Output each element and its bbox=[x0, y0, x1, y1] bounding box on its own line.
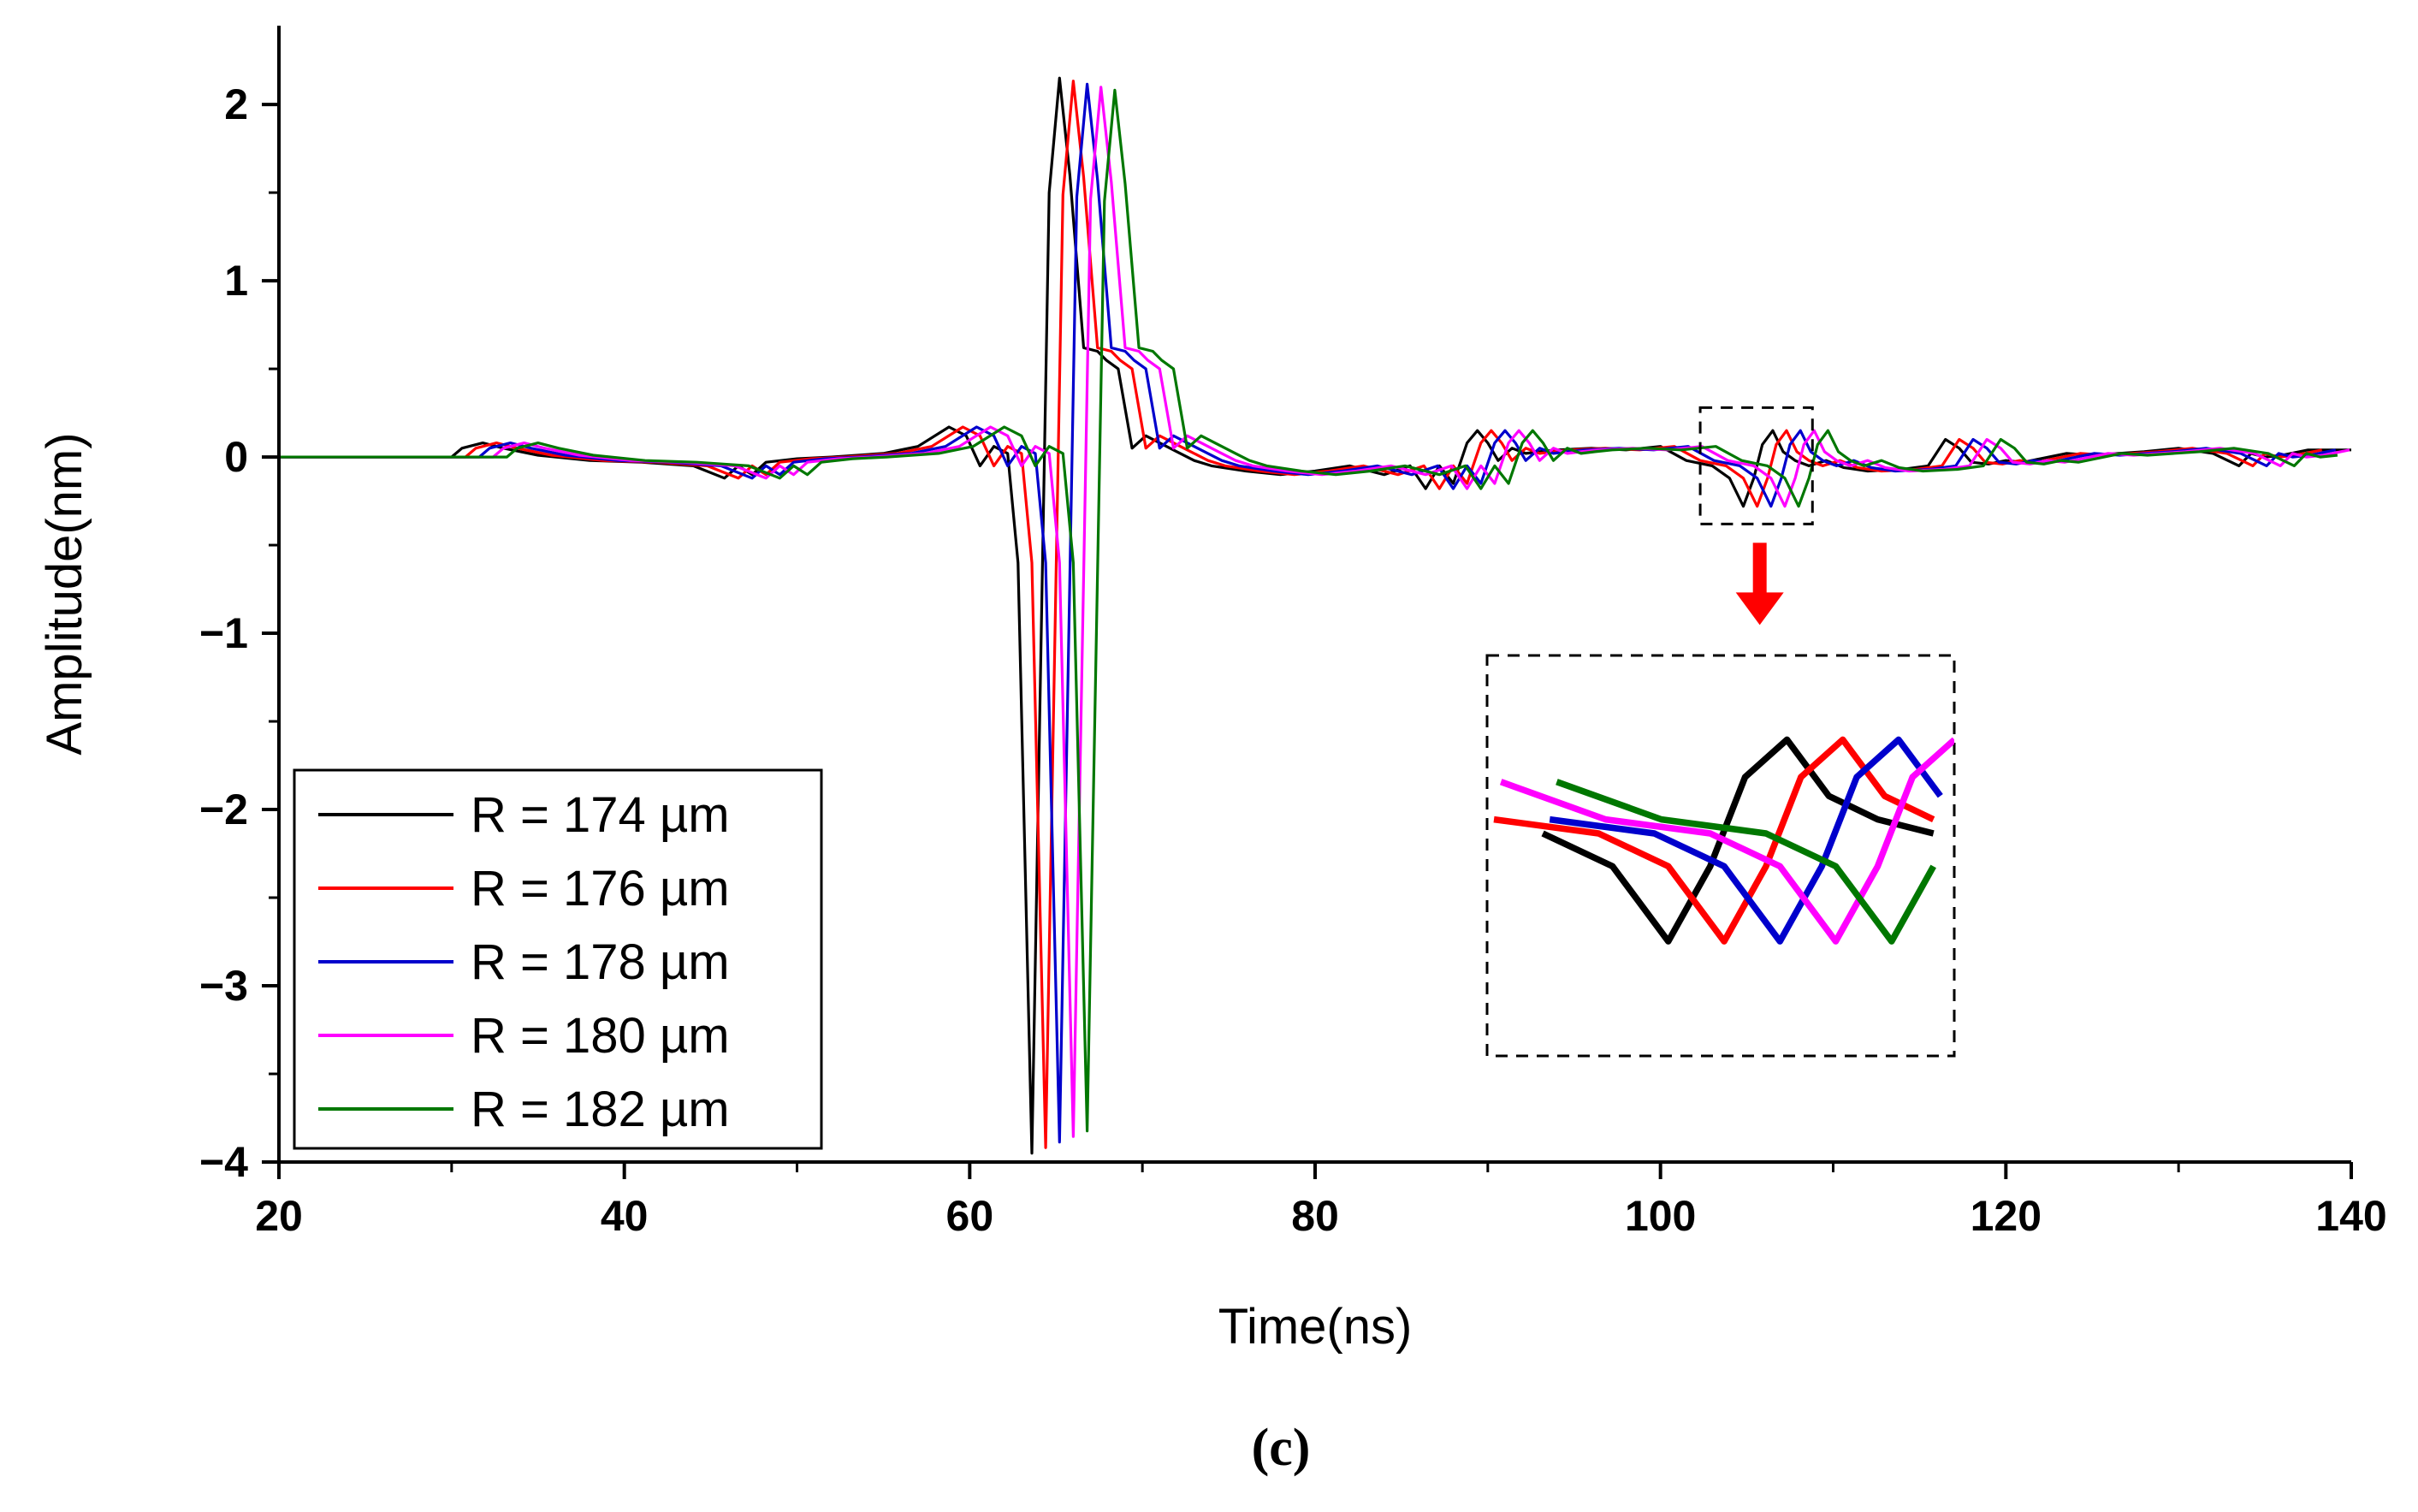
legend-label: R = 174 µm bbox=[471, 787, 730, 843]
inset-panel bbox=[1485, 654, 1956, 1058]
legend-label: R = 182 µm bbox=[471, 1082, 730, 1137]
inset-frame bbox=[1485, 654, 1956, 1058]
legend-label: R = 176 µm bbox=[471, 861, 730, 916]
inset-series-line bbox=[1499, 737, 1954, 945]
x-tick-label: 120 bbox=[1971, 1192, 2042, 1240]
x-tick-label: 20 bbox=[255, 1192, 303, 1240]
arrow-shaft bbox=[1752, 543, 1767, 596]
inset-series-line bbox=[1541, 736, 1935, 945]
y-tick-label: 1 bbox=[224, 257, 248, 305]
tick-label-group: 20 40 60 80 100 120 140 −4 −3 −2 −1 0 1 2 bbox=[199, 80, 2387, 1240]
source-box-rect bbox=[1698, 406, 1814, 525]
y-tick-label: −2 bbox=[199, 786, 248, 833]
legend-frame bbox=[293, 768, 823, 1150]
legend-label: R = 180 µm bbox=[471, 1008, 730, 1064]
x-tick-label: 140 bbox=[2315, 1192, 2386, 1240]
x-tick-label: 80 bbox=[1291, 1192, 1339, 1240]
inset-series-line bbox=[1493, 736, 1935, 945]
y-tick-label: 2 bbox=[224, 80, 248, 128]
x-axis-label: Time(ns) bbox=[1218, 1299, 1413, 1355]
inset-series-line bbox=[1549, 736, 1943, 945]
legend-label: R = 178 µm bbox=[471, 934, 730, 990]
y-tick-label: −4 bbox=[199, 1138, 248, 1186]
series-group bbox=[279, 76, 2351, 1155]
x-tick-label: 100 bbox=[1625, 1192, 1696, 1240]
x-tick-label: 60 bbox=[946, 1192, 994, 1240]
y-tick-label: −1 bbox=[199, 609, 248, 657]
arrow-head bbox=[1735, 592, 1784, 626]
y-axis-label: Amplitude(nm) bbox=[37, 432, 92, 755]
x-tick-label: 40 bbox=[601, 1192, 649, 1240]
zoom-arrow bbox=[1735, 543, 1784, 626]
inset-source-box bbox=[1698, 406, 1814, 525]
figure-caption: (c) bbox=[1252, 1419, 1311, 1477]
y-tick-label: −3 bbox=[199, 962, 248, 1010]
legend: R = 174 µm R = 176 µm R = 178 µm R = 180 µm… bbox=[293, 768, 823, 1150]
y-tick-label: 0 bbox=[224, 433, 248, 481]
series-line bbox=[279, 88, 2338, 1133]
inset-series-line bbox=[1556, 779, 1936, 945]
axes-group bbox=[277, 26, 2351, 1164]
